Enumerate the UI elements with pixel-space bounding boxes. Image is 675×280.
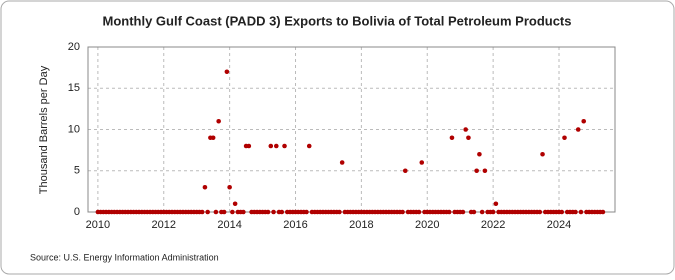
point: [581, 118, 587, 124]
point: [400, 209, 405, 215]
point: [493, 201, 499, 207]
x-tick-label: 2012: [152, 219, 176, 231]
point: [202, 184, 208, 190]
point: [199, 209, 205, 215]
point: [282, 143, 287, 149]
point: [246, 143, 252, 149]
point: [419, 160, 425, 165]
y-tick-label: 10: [68, 123, 80, 135]
point: [562, 135, 567, 141]
point: [540, 151, 545, 157]
point: [482, 168, 488, 174]
point: [205, 209, 210, 215]
point: [216, 118, 221, 124]
point: [559, 209, 565, 215]
point: [221, 209, 227, 215]
point: [490, 209, 496, 215]
point: [224, 69, 230, 75]
point: [537, 209, 543, 215]
point: [230, 209, 235, 215]
y-tick-label: 15: [68, 82, 80, 94]
point: [268, 143, 274, 149]
point: [446, 209, 452, 215]
point: [575, 127, 581, 132]
point: [337, 209, 342, 215]
x-tick-label: 2018: [349, 219, 373, 231]
x-tick-label: 2014: [217, 219, 241, 231]
point: [477, 151, 482, 157]
point: [273, 143, 279, 149]
point: [304, 209, 309, 215]
x-tick-label: 2016: [283, 219, 307, 231]
y-axis-label: Thousand Barrels per Day: [38, 65, 50, 194]
point: [471, 209, 477, 215]
point: [241, 209, 246, 215]
point: [402, 168, 408, 174]
point: [573, 209, 578, 215]
point: [339, 160, 345, 165]
point: [600, 209, 606, 215]
point: [479, 209, 485, 215]
point: [306, 143, 312, 149]
point: [578, 209, 584, 215]
point: [474, 168, 479, 174]
x-tick-label: 2022: [481, 219, 505, 231]
point: [279, 209, 285, 215]
source: Source: U.S. Energy Information Administ…: [30, 252, 219, 262]
point: [271, 209, 276, 215]
point: [213, 209, 219, 215]
y-tick-label: 0: [74, 206, 80, 218]
point: [449, 135, 455, 141]
point: [265, 209, 271, 215]
point: [227, 184, 232, 190]
chart-title: Monthly Gulf Coast (PADD 3) Exports to B…: [103, 13, 572, 28]
point: [416, 209, 422, 215]
y-tick-label: 20: [68, 41, 80, 53]
x-tick-label: 2010: [86, 219, 110, 231]
x-tick-label: 2020: [415, 219, 439, 231]
point: [466, 135, 471, 141]
point: [210, 135, 216, 141]
point: [232, 201, 238, 207]
point: [463, 127, 468, 132]
x-tick-label: 2024: [547, 219, 571, 231]
point: [460, 209, 466, 215]
y-tick-label: 5: [74, 165, 80, 177]
